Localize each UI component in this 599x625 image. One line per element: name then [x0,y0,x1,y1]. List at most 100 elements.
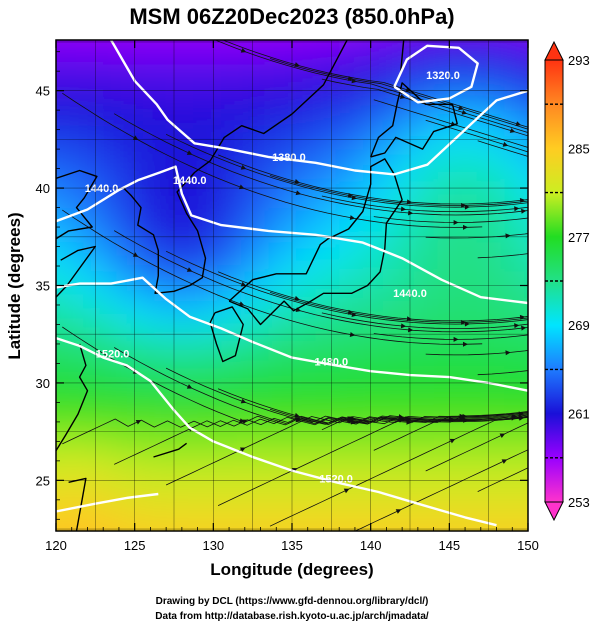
x-tick-label: 145 [438,538,460,553]
y-axis-ticks: 25 30 35 40 45 [36,51,528,520]
x-tick-label: 135 [281,538,303,553]
streamline [425,350,528,356]
x-axis-ticks: 120 125 130 135 140 145 150 [45,40,539,553]
wind-arrow [515,121,522,126]
coastline [153,442,188,458]
y-tick-label: 40 [36,181,50,196]
wind-arrow [347,309,354,315]
wind-arrow [347,192,354,198]
y-tick-label: 45 [36,84,50,99]
wind-arrow [135,419,142,425]
map-plot-area: 1320.01380.01440.01440.01440.01480.01520… [56,40,528,531]
contour-label: 1380.0 [272,152,306,164]
streamline [165,133,528,208]
wind-arrow [395,509,402,514]
wind-arrow [347,417,353,423]
wind-arrow [294,412,300,418]
streamline [269,416,528,527]
streamline [321,78,528,137]
streamline [354,449,528,531]
wind-arrow [407,327,414,333]
wind-arrow [514,206,520,212]
wind-arrow [240,398,247,404]
colorbar-tick-label: 293 [568,53,590,68]
wind-arrow [400,323,407,329]
temperature-field [56,40,528,531]
wind-arrow [464,321,470,327]
wind-arrow [349,215,356,221]
wind-arrow [499,433,506,438]
wind-arrow [400,206,407,212]
credit-data: Data from http://database.rish.kyoto-u.a… [155,611,429,622]
wind-arrow [240,164,247,170]
x-tick-label: 125 [124,538,146,553]
wind-arrow [453,219,459,225]
streamline [165,250,528,325]
wind-arrow [398,414,404,420]
streamline [113,113,528,216]
wind-arrow [502,141,509,147]
wind-arrow [238,418,245,423]
streamline [62,92,483,228]
wind-arrow [241,419,248,425]
y-tick-label: 25 [36,473,50,488]
contour-line [56,492,159,513]
wind-arrow [399,94,406,99]
wind-arrow [462,341,468,347]
streamline [214,40,528,133]
colorbar-tick-label: 277 [568,230,590,245]
wind-arrow [132,135,139,140]
contour-label: 1440.0 [85,183,119,195]
coastline [209,306,244,363]
wind-arrow [509,128,516,133]
wind-arrow [514,323,520,329]
x-tick-label: 130 [202,538,224,553]
coastline [56,343,89,453]
streamline [477,253,528,259]
wind-arrow [240,47,247,53]
wind-arrow [453,336,459,342]
colorbar-tick-label: 253 [568,495,590,510]
colorbar-tick-label: 261 [568,407,590,422]
streamline [477,140,528,157]
x-tick-label: 140 [360,538,382,553]
wind-arrow [186,384,193,389]
contour-label: 1320.0 [426,70,460,82]
coastline [370,82,458,158]
wind-arrow [294,62,300,67]
streamline [62,209,483,345]
wind-arrow [294,179,300,184]
wind-arrow [294,295,300,301]
streamline [425,422,528,472]
wind-arrow [461,202,467,208]
wind-arrow [505,350,511,356]
wind-arrow [449,438,456,444]
contour-line [393,44,479,104]
coastlines [56,40,458,531]
wind-arrow [186,150,193,155]
x-tick-label: 120 [45,538,67,553]
streamline [113,230,528,333]
wind-arrow [461,109,468,115]
coastline [228,158,403,326]
wind-arrow [295,190,302,196]
wind-arrow [458,415,464,421]
coastline [399,40,405,74]
y-axis-label: Latitude (degrees) [5,212,24,359]
wind-arrow [240,447,246,452]
streamline [269,408,528,425]
colorbar-gradient [545,60,563,502]
coastline [68,477,87,531]
streamline [425,119,528,153]
contour-label: 1440.0 [173,175,207,187]
credit-drawing: Drawing by DCL (https://www.gfd-dennou.o… [156,596,429,607]
wind-arrow [449,416,455,422]
coastline [56,169,98,240]
streamline [113,347,528,426]
chart-title: MSM 06Z20Dec2023 (850.0hPa) [129,4,454,29]
wind-arrow [521,208,527,214]
wind-arrow [407,210,414,216]
streamline [425,233,528,239]
y-tick-label: 30 [36,376,50,391]
